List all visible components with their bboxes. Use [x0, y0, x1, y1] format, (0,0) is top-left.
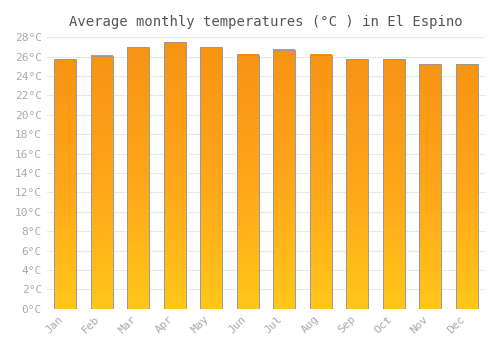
Bar [200, 47, 222, 309]
Bar [456, 64, 477, 309]
Bar [200, 47, 222, 309]
Bar [127, 47, 149, 309]
Bar [383, 60, 404, 309]
Bar [346, 60, 368, 309]
Title: Average monthly temperatures (°C ) in El Espino: Average monthly temperatures (°C ) in El… [69, 15, 462, 29]
Bar [164, 42, 186, 309]
Bar [273, 50, 295, 309]
Bar [310, 55, 332, 309]
Bar [346, 60, 368, 309]
Bar [310, 55, 332, 309]
Bar [90, 56, 112, 309]
Bar [273, 50, 295, 309]
Bar [54, 60, 76, 309]
Bar [90, 56, 112, 309]
Bar [383, 60, 404, 309]
Bar [164, 42, 186, 309]
Bar [420, 64, 441, 309]
Bar [127, 47, 149, 309]
Bar [236, 55, 258, 309]
Bar [420, 64, 441, 309]
Bar [456, 64, 477, 309]
Bar [236, 55, 258, 309]
Bar [54, 60, 76, 309]
